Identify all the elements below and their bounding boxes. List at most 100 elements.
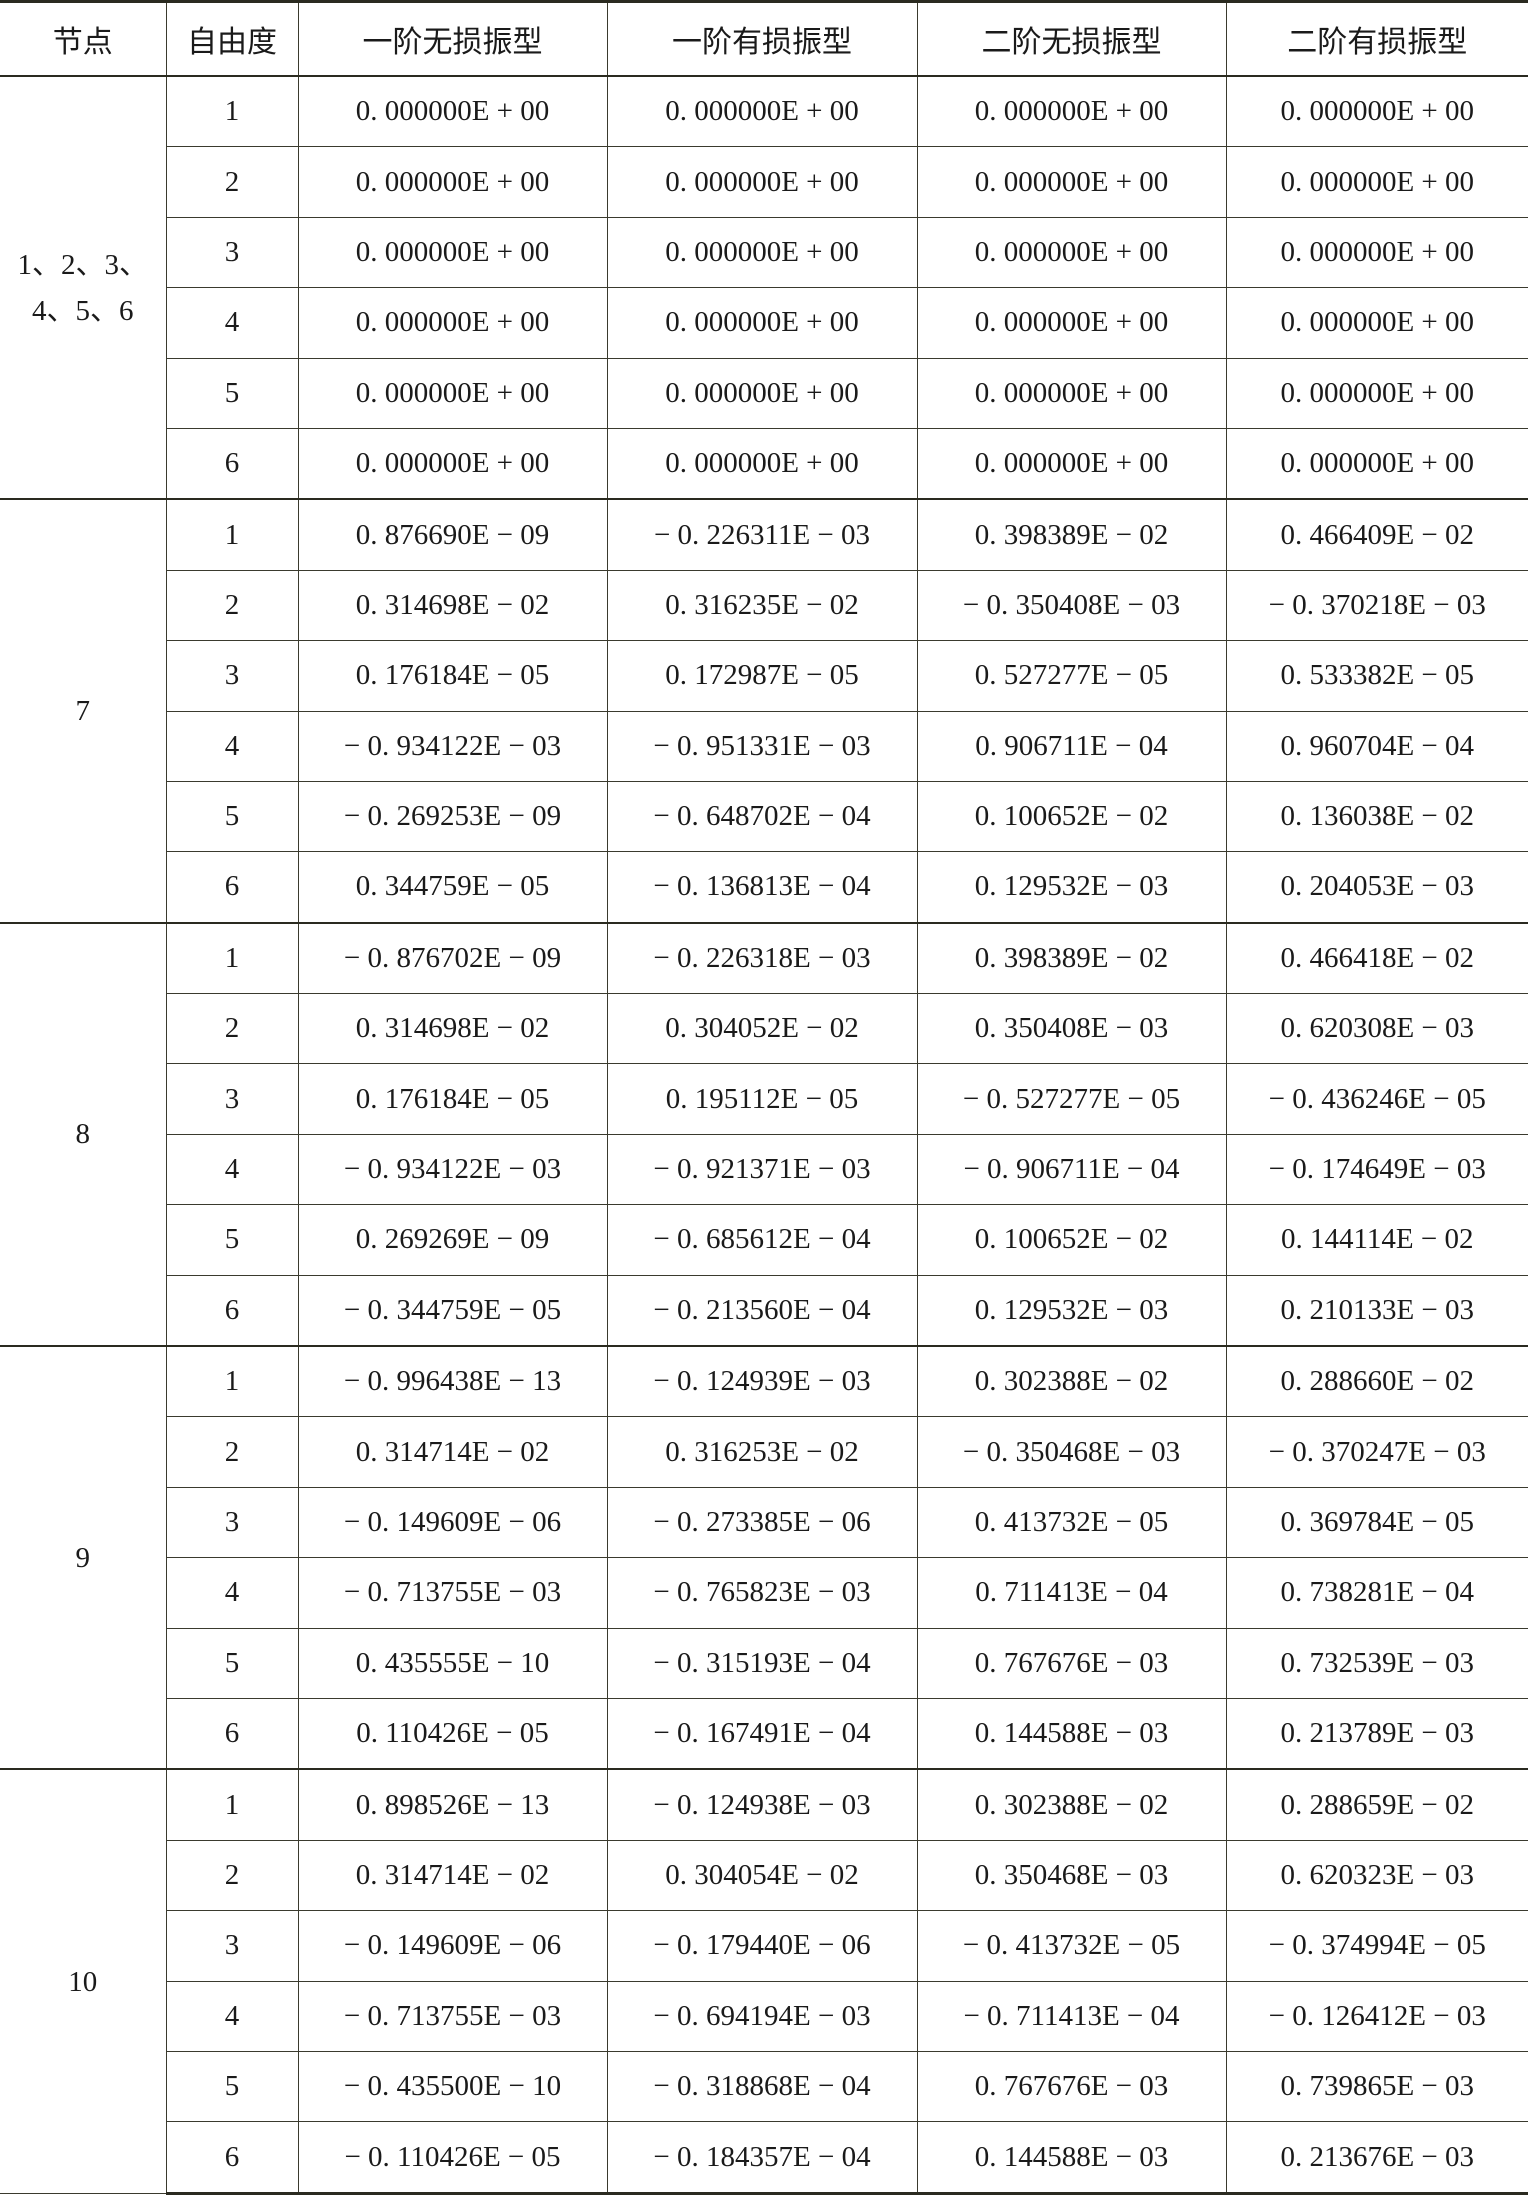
dof-cell: 5 bbox=[165, 357, 299, 429]
table-row: 3− 0. 149609E − 06− 0. 179440E − 06− 0. … bbox=[0, 1910, 1528, 1982]
table-row: 3− 0. 149609E − 06− 0. 273385E − 06 0. 41… bbox=[0, 1486, 1528, 1559]
table-row: 2 0. 314698E − 02 0. 316235E − 02− 0. 3504… bbox=[0, 569, 1528, 642]
dof-cell: 4 bbox=[165, 287, 299, 359]
mode2-damaged-cell: − 0. 370218E − 03 bbox=[1225, 569, 1528, 642]
mode2-damaged-cell: 0. 000000E + 00 bbox=[1225, 427, 1528, 500]
mode1-damaged-cell: 0. 316253E − 02 bbox=[606, 1416, 918, 1488]
dof-cell: 4 bbox=[165, 710, 299, 782]
table-row: 1、2、3、4、5、6 1 0. 000000E + 00 0. 000000E + … bbox=[0, 74, 1528, 500]
mode2-undamaged-cell: 0. 000000E + 00 bbox=[916, 75, 1227, 148]
mode1-damaged-cell: − 0. 179440E − 06 bbox=[606, 1910, 918, 1982]
mode1-damaged-cell: 0. 000000E + 00 bbox=[606, 357, 918, 429]
table-row: 4− 0. 713755E − 03− 0. 694194E − 03− 0. … bbox=[0, 1980, 1528, 2052]
dof-cell: 6 bbox=[165, 851, 299, 924]
dof-cell: 5 bbox=[165, 2050, 299, 2123]
mode2-undamaged-cell: 0. 000000E + 00 bbox=[916, 427, 1227, 500]
mode1-undamaged-cell: − 0. 876702E − 09 bbox=[297, 921, 608, 995]
mode1-undamaged-cell: 0. 314714E − 02 bbox=[297, 1416, 608, 1488]
mode1-damaged-cell: − 0. 921371E − 03 bbox=[606, 1133, 918, 1206]
mode2-undamaged-cell: 0. 767676E − 03 bbox=[916, 2050, 1227, 2123]
dof-cell: 3 bbox=[165, 1910, 299, 1982]
dof-cell: 6 bbox=[165, 1274, 299, 1347]
mode1-undamaged-cell: − 0. 934122E − 03 bbox=[297, 1133, 608, 1206]
mode1-damaged-cell: − 0. 273385E − 06 bbox=[606, 1486, 918, 1559]
mode2-damaged-cell: − 0. 370247E − 03 bbox=[1225, 1416, 1528, 1488]
node-cell: 7 bbox=[0, 498, 167, 924]
dof-cell: 5 bbox=[165, 1204, 299, 1276]
node-cell: 9 bbox=[0, 1345, 167, 1770]
mode1-undamaged-cell: 0. 000000E + 00 bbox=[297, 427, 608, 500]
mode1-undamaged-cell: − 0. 934122E − 03 bbox=[297, 710, 608, 782]
mode2-undamaged-cell: − 0. 906711E − 04 bbox=[916, 1133, 1227, 1206]
table-row: 5− 0. 435500E − 10− 0. 318868E − 04 0. 76… bbox=[0, 2050, 1528, 2123]
table-row: 9 1− 0. 996438E − 13− 0. 124939E − 03 0. 3… bbox=[0, 1345, 1528, 1770]
mode1-damaged-cell: 0. 000000E + 00 bbox=[606, 75, 918, 148]
mode1-undamaged-cell: 0. 000000E + 00 bbox=[297, 75, 608, 148]
table-row: 7 1 0. 876690E − 09− 0. 226311E − 03 0. 398… bbox=[0, 498, 1528, 924]
table-row: 5 0. 000000E + 00 0. 000000E + 00 0. 000000… bbox=[0, 357, 1528, 429]
table-row: 5 0. 435555E − 10− 0. 315193E − 04 0. 7676… bbox=[0, 1627, 1528, 1699]
mode2-damaged-cell: 0. 204053E − 03 bbox=[1225, 851, 1528, 924]
mode1-damaged-cell: − 0. 685612E − 04 bbox=[606, 1204, 918, 1276]
table-row: 2 0. 314698E − 02 0. 304052E − 02 0. 350408… bbox=[0, 993, 1528, 1065]
mode2-damaged-cell: 0. 213789E − 03 bbox=[1225, 1697, 1528, 1770]
dof-cell: 6 bbox=[165, 1697, 299, 1770]
mode1-damaged-cell: 0. 195112E − 05 bbox=[606, 1063, 918, 1135]
mode2-damaged-cell: 0. 738281E − 04 bbox=[1225, 1557, 1528, 1629]
mode1-undamaged-cell: 0. 314698E − 02 bbox=[297, 993, 608, 1065]
mode2-undamaged-cell: 0. 413732E − 05 bbox=[916, 1486, 1227, 1559]
mode2-undamaged-cell: − 0. 527277E − 05 bbox=[916, 1063, 1227, 1135]
mode2-damaged-cell: − 0. 374994E − 05 bbox=[1225, 1910, 1528, 1982]
mode1-damaged-cell: − 0. 184357E − 04 bbox=[606, 2121, 918, 2195]
dof-cell: 6 bbox=[165, 427, 299, 500]
mode2-damaged-cell: − 0. 436246E − 05 bbox=[1225, 1063, 1528, 1135]
dof-cell: 1 bbox=[165, 1345, 299, 1418]
mode2-undamaged-cell: 0. 100652E − 02 bbox=[916, 780, 1227, 853]
table-row: 2 0. 000000E + 00 0. 000000E + 00 0. 000000… bbox=[0, 146, 1528, 218]
mode2-damaged-cell: 0. 533382E − 05 bbox=[1225, 640, 1528, 712]
mode2-undamaged-cell: 0. 129532E − 03 bbox=[916, 1274, 1227, 1347]
mode2-undamaged-cell: 0. 000000E + 00 bbox=[916, 146, 1227, 218]
mode1-damaged-cell: − 0. 765823E − 03 bbox=[606, 1557, 918, 1629]
mode1-damaged-cell: − 0. 318868E − 04 bbox=[606, 2050, 918, 2123]
mode2-damaged-cell: 0. 288660E − 02 bbox=[1225, 1345, 1528, 1418]
dof-cell: 3 bbox=[165, 216, 299, 289]
mode1-undamaged-cell: 0. 000000E + 00 bbox=[297, 357, 608, 429]
dof-cell: 1 bbox=[165, 75, 299, 148]
mode2-damaged-cell: 0. 213676E − 03 bbox=[1225, 2121, 1528, 2195]
node-cell: 10 bbox=[0, 1768, 167, 2194]
dof-cell: 2 bbox=[165, 1416, 299, 1488]
mode1-undamaged-cell: 0. 000000E + 00 bbox=[297, 287, 608, 359]
table-row: 6− 0. 344759E − 05− 0. 213560E − 04 0. 12… bbox=[0, 1274, 1528, 1347]
table-row: 5 0. 269269E − 09− 0. 685612E − 04 0. 1006… bbox=[0, 1204, 1528, 1276]
dof-cell: 3 bbox=[165, 1486, 299, 1559]
mode2-undamaged-cell: 0. 398389E − 02 bbox=[916, 498, 1227, 571]
table-row: 3 0. 176184E − 05 0. 172987E − 05 0. 527277… bbox=[0, 640, 1528, 712]
dof-cell: 2 bbox=[165, 146, 299, 218]
table-row: 3 0. 000000E + 00 0. 000000E + 00 0. 000000… bbox=[0, 216, 1528, 289]
mode1-undamaged-cell: − 0. 435500E − 10 bbox=[297, 2050, 608, 2123]
mode2-damaged-cell: 0. 000000E + 00 bbox=[1225, 216, 1528, 289]
mode1-undamaged-cell: 0. 000000E + 00 bbox=[297, 146, 608, 218]
mode2-undamaged-cell: 0. 350408E − 03 bbox=[916, 993, 1227, 1065]
mode2-damaged-cell: 0. 000000E + 00 bbox=[1225, 357, 1528, 429]
table-row: 4− 0. 934122E − 03− 0. 921371E − 03− 0. … bbox=[0, 1133, 1528, 1206]
mode1-undamaged-cell: 0. 314698E − 02 bbox=[297, 569, 608, 642]
mode2-undamaged-cell: − 0. 711413E − 04 bbox=[916, 1980, 1227, 2052]
mode1-damaged-cell: − 0. 226318E − 03 bbox=[606, 921, 918, 995]
mode2-damaged-cell: 0. 466409E − 02 bbox=[1225, 498, 1528, 571]
dof-cell: 2 bbox=[165, 993, 299, 1065]
mode1-undamaged-cell: − 0. 996438E − 13 bbox=[297, 1345, 608, 1418]
mode2-undamaged-cell: 0. 398389E − 02 bbox=[916, 921, 1227, 995]
mode1-undamaged-cell: 0. 110426E − 05 bbox=[297, 1697, 608, 1770]
table-body: 1、2、3、4、5、6 1 0. 000000E + 00 0. 000000E + … bbox=[0, 74, 1528, 2195]
mode1-undamaged-cell: 0. 176184E − 05 bbox=[297, 640, 608, 712]
mode1-damaged-cell: 0. 172987E − 05 bbox=[606, 640, 918, 712]
dof-cell: 4 bbox=[165, 1557, 299, 1629]
mode1-undamaged-cell: − 0. 713755E − 03 bbox=[297, 1557, 608, 1629]
mode2-undamaged-cell: 0. 000000E + 00 bbox=[916, 357, 1227, 429]
dof-cell: 1 bbox=[165, 1768, 299, 1841]
mode2-damaged-cell: 0. 620308E − 03 bbox=[1225, 993, 1528, 1065]
header-dof: 自由度 bbox=[165, 0, 299, 77]
mode2-damaged-cell: 0. 466418E − 02 bbox=[1225, 921, 1528, 995]
